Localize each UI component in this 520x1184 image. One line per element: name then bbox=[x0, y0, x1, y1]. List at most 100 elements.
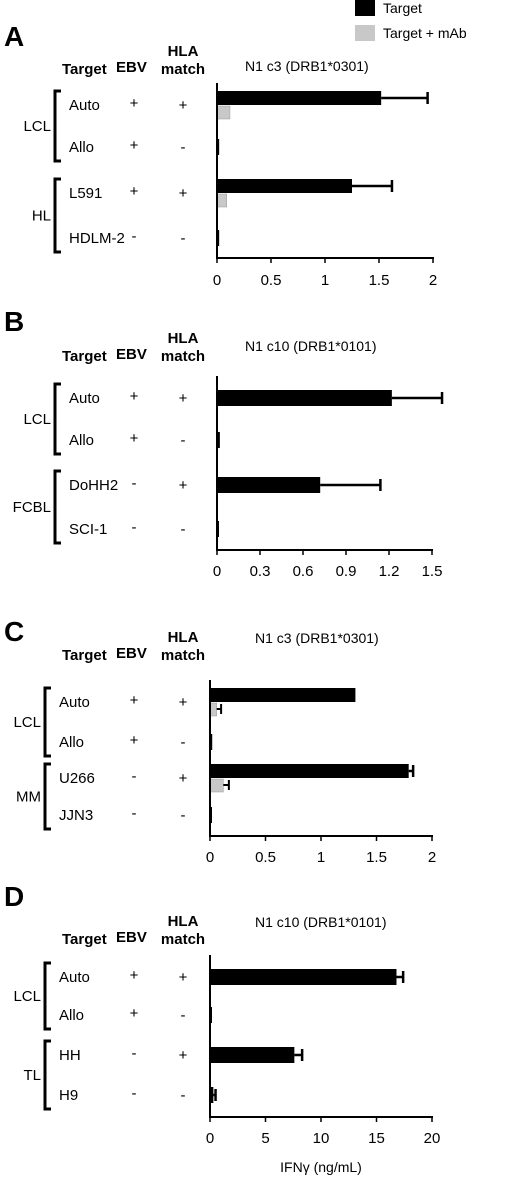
row-ebv-value: - bbox=[132, 1045, 137, 1062]
header-ebv: EBV bbox=[116, 346, 147, 363]
x-tick-label: 0.9 bbox=[336, 563, 357, 580]
legend: Target Target + mAb bbox=[355, 0, 467, 41]
group-bracket bbox=[43, 686, 51, 758]
bar-target bbox=[217, 91, 382, 105]
row-target-label: SCI-1 bbox=[69, 521, 107, 538]
panel-letter: C bbox=[4, 616, 24, 647]
row-ebv-value: + bbox=[130, 137, 139, 154]
row-hla-value: - bbox=[181, 230, 186, 247]
legend-swatch-target bbox=[355, 0, 375, 16]
bar-target-mab bbox=[209, 778, 224, 793]
bar-target bbox=[210, 764, 409, 778]
x-tick-label: 1 bbox=[321, 272, 329, 289]
row-hla-value: + bbox=[179, 770, 188, 787]
bar-target bbox=[210, 1087, 214, 1103]
row-target-label: Auto bbox=[59, 694, 90, 711]
row-target-label: Auto bbox=[69, 97, 100, 114]
x-tick-label: 0 bbox=[206, 1130, 214, 1147]
header-match: match bbox=[161, 647, 205, 664]
panel-letter: A bbox=[4, 21, 24, 52]
header-target: Target bbox=[62, 61, 107, 78]
group-bracket bbox=[43, 1039, 51, 1111]
row-target-label: DoHH2 bbox=[69, 477, 118, 494]
legend-label-target-mab: Target + mAb bbox=[383, 25, 467, 41]
row-ebv-value: - bbox=[132, 475, 137, 492]
group-label: FCBL bbox=[13, 499, 51, 516]
row-target-label: Auto bbox=[69, 390, 100, 407]
group-bracket bbox=[43, 961, 51, 1031]
x-tick-label: 0 bbox=[206, 849, 214, 866]
x-tick-label: 1 bbox=[317, 849, 325, 866]
row-hla-value: - bbox=[181, 1087, 186, 1104]
row-target-label: Allo bbox=[59, 1007, 84, 1024]
x-tick-label: 2 bbox=[429, 272, 437, 289]
group-label: LCL bbox=[23, 118, 51, 135]
x-tick-label: 15 bbox=[368, 1130, 385, 1147]
bar-target bbox=[210, 734, 213, 750]
row-hla-value: + bbox=[179, 477, 188, 494]
bar-target bbox=[210, 969, 397, 985]
header-hla: HLA bbox=[168, 629, 199, 646]
x-tick-label: 1.5 bbox=[422, 563, 443, 580]
legend-swatch-target-mab bbox=[355, 25, 375, 41]
row-hla-value: - bbox=[181, 432, 186, 449]
x-tick-label: 1.5 bbox=[369, 272, 390, 289]
row-ebv-value: + bbox=[130, 430, 139, 447]
bar-target bbox=[217, 139, 220, 155]
row-ebv-value: + bbox=[130, 1005, 139, 1022]
x-tick-label: 0.5 bbox=[255, 849, 276, 866]
group-label: LCL bbox=[13, 988, 41, 1005]
group-bracket bbox=[53, 382, 61, 456]
row-hla-value: + bbox=[179, 694, 188, 711]
row-ebv-value: + bbox=[130, 692, 139, 709]
header-hla: HLA bbox=[168, 43, 199, 60]
group-label: HL bbox=[32, 208, 51, 225]
header-ebv: EBV bbox=[116, 645, 147, 662]
row-ebv-value: - bbox=[132, 1085, 137, 1102]
header-match: match bbox=[161, 931, 205, 948]
header-target: Target bbox=[62, 931, 107, 948]
row-target-label: Allo bbox=[69, 432, 94, 449]
row-target-label: U266 bbox=[59, 770, 95, 787]
header-hla: HLA bbox=[168, 330, 199, 347]
row-target-label: HH bbox=[59, 1047, 81, 1064]
panel-letter: D bbox=[4, 881, 24, 912]
group-bracket bbox=[43, 762, 51, 831]
group-bracket bbox=[53, 177, 61, 254]
x-axis-label: IFNγ (ng/mL) bbox=[280, 1159, 362, 1175]
row-ebv-value: - bbox=[132, 228, 137, 245]
row-target-label: Allo bbox=[59, 734, 84, 751]
x-tick-label: 0 bbox=[213, 272, 221, 289]
row-hla-value: - bbox=[181, 1007, 186, 1024]
row-hla-value: + bbox=[179, 969, 188, 986]
row-ebv-value: + bbox=[130, 183, 139, 200]
header-ebv: EBV bbox=[116, 59, 147, 76]
header-hla: HLA bbox=[168, 913, 199, 930]
bar-target-mab bbox=[216, 105, 231, 120]
group-label: LCL bbox=[23, 411, 51, 428]
x-tick-label: 2 bbox=[428, 849, 436, 866]
group-label: LCL bbox=[13, 714, 41, 731]
bar-target bbox=[210, 688, 356, 702]
bar-target bbox=[217, 432, 220, 448]
row-target-label: Allo bbox=[69, 139, 94, 156]
row-ebv-value: - bbox=[132, 805, 137, 822]
row-hla-value: - bbox=[181, 807, 186, 824]
x-tick-label: 0.5 bbox=[261, 272, 282, 289]
bar-target bbox=[217, 179, 352, 193]
row-target-label: H9 bbox=[59, 1087, 78, 1104]
x-tick-label: 1.2 bbox=[379, 563, 400, 580]
panel-letter: B bbox=[4, 306, 24, 337]
x-tick-label: 20 bbox=[424, 1130, 441, 1147]
chart-title: N1 c3 (DRB1*0301) bbox=[255, 630, 379, 646]
header-ebv: EBV bbox=[116, 929, 147, 946]
header-match: match bbox=[161, 348, 205, 365]
x-tick-label: 0.3 bbox=[250, 563, 271, 580]
row-hla-value: - bbox=[181, 734, 186, 751]
header-target: Target bbox=[62, 348, 107, 365]
row-target-label: HDLM-2 bbox=[69, 230, 125, 247]
x-tick-label: 10 bbox=[313, 1130, 330, 1147]
